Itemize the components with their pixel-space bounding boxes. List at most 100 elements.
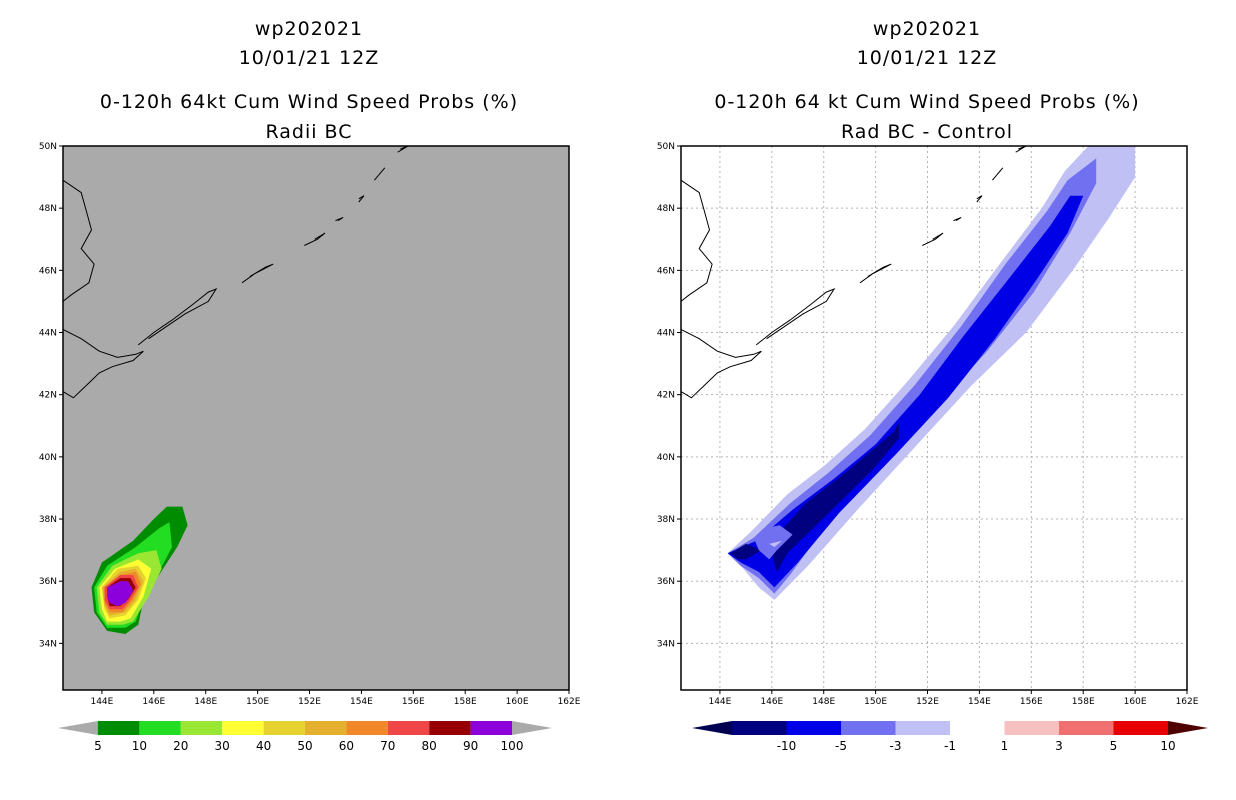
left-panel: wp202021 10/01/21 12Z 0-120h 64kt Cum Wi… xyxy=(39,18,581,753)
colorbar-swatch xyxy=(429,721,471,735)
contour-level-neg10 xyxy=(771,422,899,572)
right-chart: 144E 146E 148E 150E 152E 154E 156E 158E 160E 162E… xyxy=(657,142,1208,753)
colorbar-end-arrow xyxy=(512,721,552,735)
x-tick-label: 162E xyxy=(558,697,581,707)
colorbar-swatch xyxy=(98,721,140,735)
colorbar-swatch xyxy=(841,721,896,735)
colorbar-label: -5 xyxy=(835,739,847,753)
colorbar-end-arrow xyxy=(1168,721,1208,735)
colorbar-swatch xyxy=(470,721,512,735)
contour-level-neg10 xyxy=(730,543,762,560)
y-tick-label: 36N xyxy=(657,577,675,587)
colorbar-swatch xyxy=(305,721,347,735)
x-tick-label: 158E xyxy=(454,697,477,707)
y-tick-label: 46N xyxy=(39,266,57,276)
left-title-line2: 10/01/21 12Z xyxy=(238,47,380,69)
colorbar-label: -10 xyxy=(777,739,797,753)
colorbar-label: 5 xyxy=(1110,739,1118,753)
colorbar-label: 5 xyxy=(94,739,102,753)
contour-level-neg3 xyxy=(727,158,1097,594)
coastline xyxy=(992,167,1004,181)
y-tick-label: 44N xyxy=(657,329,675,339)
colorbar-swatch xyxy=(346,721,388,735)
left-chart: 144E 146E 148E 150E 152E 154E 156E 158E 160E 162E… xyxy=(39,142,581,753)
x-tick-label: 144E xyxy=(708,697,731,707)
colorbar-label: 100 xyxy=(501,739,524,753)
coastline xyxy=(374,167,386,181)
colorbar-label: 10 xyxy=(1160,739,1175,753)
colorbar-swatch xyxy=(732,721,787,735)
coastline xyxy=(976,195,983,203)
coastline xyxy=(62,328,144,399)
colorbar-label: 50 xyxy=(297,739,312,753)
x-tick-label: 162E xyxy=(1176,697,1199,707)
colorbar-label: -1 xyxy=(944,739,956,753)
y-tick-label: 34N xyxy=(39,639,57,649)
y-tick-label: 42N xyxy=(39,391,57,401)
plot-background xyxy=(63,146,569,690)
coastline xyxy=(304,232,326,246)
y-tick-label: 40N xyxy=(657,453,675,463)
contour-level-neg3 xyxy=(753,525,793,560)
colorbar-label: 90 xyxy=(463,739,478,753)
x-tick-label: 150E xyxy=(864,697,887,707)
coastline xyxy=(241,263,274,284)
x-tick-label: 152E xyxy=(298,697,321,707)
y-tick-label: 42N xyxy=(657,391,675,401)
colorbar-start-arrow xyxy=(58,721,98,735)
colorbar-start-arrow xyxy=(692,721,732,735)
y-tick-label: 50N xyxy=(39,142,57,152)
coastline xyxy=(62,179,95,302)
coastline xyxy=(680,179,713,302)
coastline xyxy=(137,287,218,346)
right-title-line4: Rad BC - Control xyxy=(840,121,1014,143)
y-tick-label: 48N xyxy=(39,204,57,214)
colorbar-swatch xyxy=(222,721,264,735)
x-tick-label: 154E xyxy=(968,697,991,707)
x-tick-label: 148E xyxy=(194,697,217,707)
colorbar-swatch xyxy=(1004,721,1059,735)
right-title-line3: 0-120h 64 kt Cum Wind Speed Probs (%) xyxy=(714,91,1140,113)
x-tick-label: 148E xyxy=(812,697,835,707)
contour-level-neg1 xyxy=(769,540,783,547)
y-tick-label: 50N xyxy=(657,142,675,152)
coastline xyxy=(922,232,944,246)
coastline xyxy=(953,217,962,222)
colorbar-label: 30 xyxy=(215,739,230,753)
x-tick-label: 160E xyxy=(506,697,529,707)
x-tick-label: 144E xyxy=(90,697,113,707)
colorbar-swatch xyxy=(139,721,181,735)
colorbar-swatch xyxy=(387,721,430,735)
colorbar-swatch xyxy=(180,721,223,735)
y-tick-label: 44N xyxy=(39,329,57,339)
colorbar-label: 60 xyxy=(339,739,354,753)
x-tick-label: 150E xyxy=(246,697,269,707)
left-title-line3: 0-120h 64kt Cum Wind Speed Probs (%) xyxy=(99,91,519,113)
colorbar-label: 70 xyxy=(380,739,395,753)
right-title-line1: wp202021 xyxy=(872,18,982,40)
colorbar-label: 20 xyxy=(173,739,188,753)
x-tick-label: 146E xyxy=(760,697,783,707)
x-tick-label: 156E xyxy=(1020,697,1043,707)
coastline xyxy=(335,217,344,222)
colorbar-label: 80 xyxy=(422,739,437,753)
colorbar-label: 10 xyxy=(132,739,147,753)
left-title-line1: wp202021 xyxy=(254,18,364,40)
coastline xyxy=(358,195,365,203)
y-tick-label: 36N xyxy=(39,577,57,587)
y-tick-label: 38N xyxy=(39,515,57,525)
colorbar-swatch xyxy=(1059,721,1114,735)
plot-frame xyxy=(62,145,570,691)
x-tick-label: 154E xyxy=(350,697,373,707)
plot-frame xyxy=(680,145,1188,691)
colorbar-swatch xyxy=(895,721,950,735)
left-title-line4: Radii BC xyxy=(265,121,353,143)
colorbar-swatch xyxy=(950,721,1005,735)
x-tick-label: 152E xyxy=(916,697,939,707)
colorbar-swatch xyxy=(786,721,841,735)
colorbar-label: 40 xyxy=(256,739,271,753)
y-tick-label: 46N xyxy=(657,266,675,276)
coastline xyxy=(859,263,892,284)
colorbar-label: -3 xyxy=(890,739,902,753)
y-tick-label: 34N xyxy=(657,639,675,649)
